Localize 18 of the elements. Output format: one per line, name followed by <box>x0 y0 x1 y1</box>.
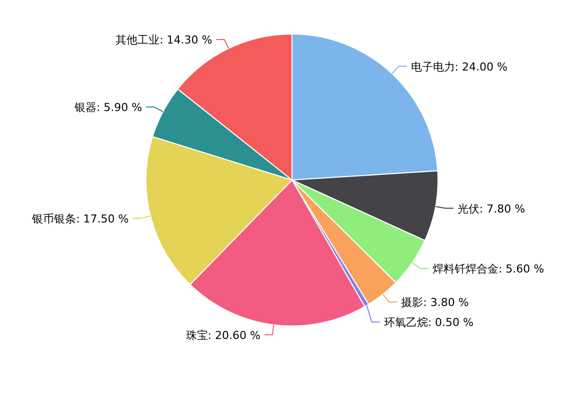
data-label: : 7.80 % <box>479 202 526 216</box>
data-label: : 0.50 % <box>428 316 474 330</box>
data-label: : 20.60 % <box>208 328 260 342</box>
data-label: : 17.50 % <box>76 212 129 226</box>
slice-label: 环氧乙烷 <box>384 316 428 330</box>
slice-label: 焊料钎焊合金 <box>432 262 498 276</box>
data-label: : 5.60 % <box>498 262 544 276</box>
slice-label: 银器 <box>73 101 96 114</box>
slice-label: 银币银条 <box>31 212 76 226</box>
data-label: : 14.30 % <box>160 33 212 46</box>
slice-label: 珠宝 <box>186 328 208 342</box>
data-label: : 24.00 % <box>454 60 508 74</box>
slice-label: 电子电力 <box>410 60 455 74</box>
data-label: : 3.80 % <box>423 296 469 310</box>
slice-label: 光伏 <box>457 202 480 216</box>
data-label: : 5.90 % <box>96 101 142 114</box>
slice-label: 其他工业 <box>116 33 160 46</box>
slice-label: 摄影 <box>401 296 424 310</box>
